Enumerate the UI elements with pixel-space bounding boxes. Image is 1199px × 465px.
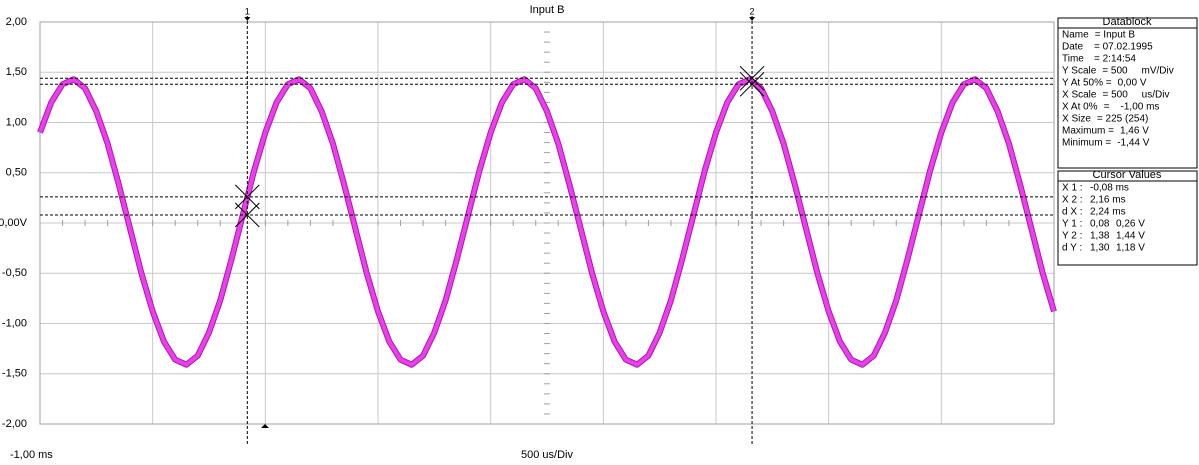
waveform	[38, 77, 1056, 367]
cursor-cross	[739, 71, 765, 97]
datablock-key: Y At 50% =	[1062, 78, 1112, 89]
datablock-value: = 500 mV/Div	[1102, 66, 1173, 77]
datablock-value: -1,44 V	[1117, 138, 1150, 149]
datablock-value: 0,00 V	[1118, 78, 1147, 89]
y-tick-label: -1,00	[2, 317, 27, 329]
datablock-key: X Size	[1062, 114, 1091, 125]
cursor-row-name: Y 2 :	[1062, 231, 1082, 242]
datablock-value: = 07.02.1995	[1094, 42, 1153, 53]
cursor-panel	[1057, 170, 1198, 266]
datablock-key: Date	[1062, 42, 1084, 53]
datablock-value: = -1,00 ms	[1104, 102, 1160, 113]
cursor-row-value: 0,26 V	[1116, 219, 1145, 230]
x-scale-label: 500 us/Div	[521, 449, 573, 461]
cursor-row-value: 1,18 V	[1116, 243, 1145, 254]
datablock-key: X At 0%	[1062, 102, 1098, 113]
cursor-cross	[234, 184, 260, 210]
chart-title: Input B	[530, 4, 565, 16]
cursor-row-value: 2,24 ms	[1090, 207, 1126, 218]
cursor-row-value: -0,08 ms	[1090, 183, 1129, 194]
cursor-panel-title: Cursor Values	[1093, 169, 1162, 181]
x-start-label: -1,00 ms	[10, 449, 53, 461]
y-tick-label: -0,50	[2, 267, 27, 279]
datablock-value: = 2:14:54	[1094, 54, 1136, 65]
datablock-key: Minimum =	[1062, 138, 1111, 149]
datablock-value: 1,46 V	[1120, 126, 1149, 137]
y-tick-label: 1,00	[6, 116, 27, 128]
datablock-key: X Scale	[1062, 90, 1097, 101]
cursor-row-value: 1,38	[1090, 231, 1110, 242]
cursor-cross	[234, 202, 260, 228]
cursor-cross	[739, 65, 765, 91]
cursor-row-name: d Y :	[1062, 243, 1082, 254]
y-tick-label: -2,00	[2, 418, 27, 430]
cursor-row-name: X 2 :	[1062, 195, 1083, 206]
y-tick-label: 0,00V	[0, 217, 28, 229]
cursor-label: 1	[245, 6, 250, 16]
cursor-row-name: Y 1 :	[1062, 219, 1082, 230]
datablock-panel	[1057, 17, 1198, 169]
datablock-key: Y Scale	[1062, 66, 1097, 77]
datablock-key: Time	[1062, 54, 1084, 65]
cursor-arrow	[749, 17, 756, 21]
trigger-marker	[261, 424, 269, 428]
cursor-label: 2	[750, 6, 755, 16]
datablock-value: = 500 us/Div	[1102, 90, 1169, 101]
cursor-row-value: 0,08	[1090, 219, 1110, 230]
y-tick-label: 2,00	[6, 16, 27, 28]
y-tick-label: 1,50	[6, 66, 27, 78]
datablock-key: Name	[1062, 30, 1089, 41]
cursor-arrow	[244, 17, 251, 21]
datablock-key: Maximum =	[1062, 126, 1114, 137]
cursor-row-name: X 1 :	[1062, 183, 1083, 194]
cursor-row-value: 1,44 V	[1116, 231, 1145, 242]
datablock-title: Datablock	[1103, 16, 1152, 28]
datablock-value: = 225 (254)	[1097, 114, 1148, 125]
y-tick-label: -1,50	[2, 368, 27, 380]
cursor-row-value: 2,16 ms	[1090, 195, 1126, 206]
datablock-value: = Input B	[1095, 30, 1136, 41]
cursor-row-name: d X :	[1062, 207, 1083, 218]
cursor-row-value: 1,30	[1090, 243, 1110, 254]
y-tick-label: 0,50	[6, 167, 27, 179]
